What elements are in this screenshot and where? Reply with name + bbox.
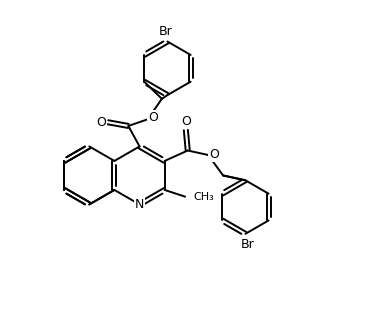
Text: Br: Br — [159, 25, 173, 38]
Text: O: O — [96, 116, 106, 129]
Text: O: O — [209, 148, 219, 161]
Text: O: O — [148, 111, 158, 124]
Text: N: N — [135, 198, 144, 211]
Text: O: O — [181, 115, 191, 128]
Text: Br: Br — [240, 238, 254, 251]
Text: CH₃: CH₃ — [193, 192, 214, 202]
